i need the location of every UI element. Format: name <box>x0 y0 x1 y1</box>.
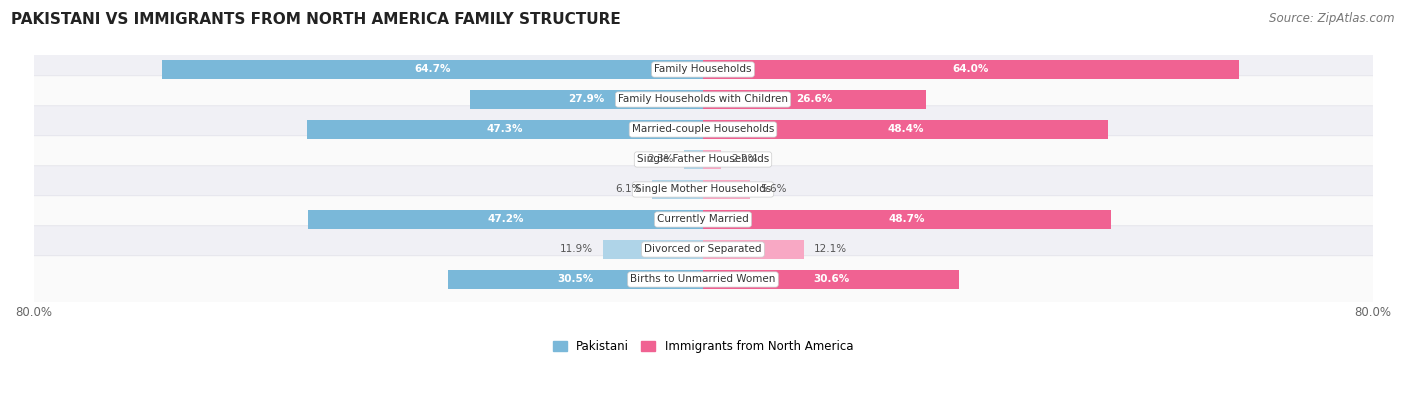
FancyBboxPatch shape <box>31 136 1375 183</box>
Bar <box>308 210 703 229</box>
Text: 11.9%: 11.9% <box>560 245 593 254</box>
Bar <box>703 150 721 169</box>
Bar <box>703 270 959 289</box>
Bar <box>703 90 925 109</box>
Text: 48.4%: 48.4% <box>887 124 924 134</box>
Text: Single Father Households: Single Father Households <box>637 154 769 164</box>
Text: 47.3%: 47.3% <box>486 124 523 134</box>
Text: 6.1%: 6.1% <box>616 184 643 194</box>
Bar <box>683 150 703 169</box>
Bar <box>652 180 703 199</box>
FancyBboxPatch shape <box>31 196 1375 243</box>
Text: 27.9%: 27.9% <box>568 94 605 105</box>
Text: Source: ZipAtlas.com: Source: ZipAtlas.com <box>1270 12 1395 25</box>
Legend: Pakistani, Immigrants from North America: Pakistani, Immigrants from North America <box>548 335 858 358</box>
Text: 26.6%: 26.6% <box>796 94 832 105</box>
Bar <box>703 60 1239 79</box>
Bar <box>603 240 703 259</box>
Text: 30.6%: 30.6% <box>813 275 849 284</box>
Text: 30.5%: 30.5% <box>557 275 593 284</box>
Bar <box>703 180 749 199</box>
Text: 64.0%: 64.0% <box>953 64 988 75</box>
Text: 47.2%: 47.2% <box>488 214 524 224</box>
FancyBboxPatch shape <box>31 256 1375 303</box>
Text: Single Mother Households: Single Mother Households <box>636 184 770 194</box>
FancyBboxPatch shape <box>31 166 1375 213</box>
Text: 48.7%: 48.7% <box>889 214 925 224</box>
Text: 64.7%: 64.7% <box>413 64 450 75</box>
Text: 2.2%: 2.2% <box>731 154 758 164</box>
Text: 12.1%: 12.1% <box>814 245 848 254</box>
Bar <box>703 240 804 259</box>
Text: 2.3%: 2.3% <box>647 154 673 164</box>
Bar <box>703 120 1108 139</box>
Text: Births to Unmarried Women: Births to Unmarried Women <box>630 275 776 284</box>
Text: Family Households: Family Households <box>654 64 752 75</box>
FancyBboxPatch shape <box>31 46 1375 93</box>
Bar <box>307 120 703 139</box>
Text: Divorced or Separated: Divorced or Separated <box>644 245 762 254</box>
Text: Family Households with Children: Family Households with Children <box>619 94 787 105</box>
Bar <box>470 90 703 109</box>
Bar <box>703 210 1111 229</box>
Bar <box>447 270 703 289</box>
Text: Married-couple Households: Married-couple Households <box>631 124 775 134</box>
Text: Currently Married: Currently Married <box>657 214 749 224</box>
Text: 5.6%: 5.6% <box>759 184 786 194</box>
Text: PAKISTANI VS IMMIGRANTS FROM NORTH AMERICA FAMILY STRUCTURE: PAKISTANI VS IMMIGRANTS FROM NORTH AMERI… <box>11 12 621 27</box>
FancyBboxPatch shape <box>31 76 1375 123</box>
Bar <box>162 60 703 79</box>
FancyBboxPatch shape <box>31 226 1375 273</box>
FancyBboxPatch shape <box>31 106 1375 153</box>
